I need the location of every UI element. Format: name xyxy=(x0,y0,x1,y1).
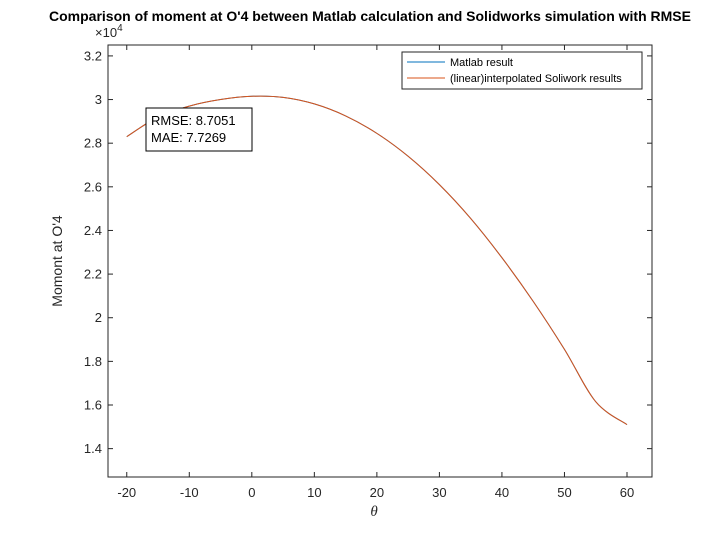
x-tick-label: 0 xyxy=(248,485,255,500)
legend-box xyxy=(401,51,643,90)
legend-label-matlab: Matlab result xyxy=(450,57,513,69)
x-tick-label: -20 xyxy=(117,485,136,500)
x-tick-label: 10 xyxy=(307,485,321,500)
x-tick-label: -10 xyxy=(180,485,199,500)
annotation-box-border xyxy=(145,107,253,152)
y-axis-exponent-base: ×10 xyxy=(95,25,117,40)
x-tick-label: 30 xyxy=(432,485,446,500)
series-layer xyxy=(126,95,628,426)
y-tick-label: 2.2 xyxy=(84,267,102,282)
y-axis-exponent: ×104 xyxy=(95,23,123,40)
y-axis: 1.4 1.6 1.8 2 2.2 2.4 2.6 2.8 3 3.2 xyxy=(84,48,652,456)
y-tick-label: 3 xyxy=(95,92,102,107)
annotation-rmse: RMSE: 8.7051 xyxy=(151,113,236,128)
y-tick-label: 2.8 xyxy=(84,136,102,151)
error-annotation: RMSE: 8.7051 MAE: 7.7269 xyxy=(145,107,253,152)
legend-label-solidworks: (linear)interpolated Soliwork results xyxy=(450,73,622,85)
x-tick-label: 60 xyxy=(620,485,634,500)
y-tick-label: 1.6 xyxy=(84,398,102,413)
annotation-mae: MAE: 7.7269 xyxy=(151,130,226,145)
x-axis-label: θ xyxy=(370,504,378,520)
y-axis-label: Momont at O'4 xyxy=(49,215,65,307)
y-tick-label: 2.4 xyxy=(84,223,102,238)
y-axis-exponent-power: 4 xyxy=(117,23,123,34)
y-tick-label: 1.4 xyxy=(84,441,102,456)
y-tick-label: 1.8 xyxy=(84,354,102,369)
x-tick-label: 20 xyxy=(370,485,384,500)
y-tick-label: 2 xyxy=(95,310,102,325)
x-tick-label: 50 xyxy=(557,485,571,500)
y-tick-label: 2.6 xyxy=(84,179,102,194)
legend[interactable]: Matlab result (linear)interpolated Soliw… xyxy=(401,51,643,90)
y-tick-label: 3.2 xyxy=(84,48,102,63)
chart-title: Comparison of moment at O'4 between Matl… xyxy=(49,8,691,24)
series-line-solidworks xyxy=(126,95,628,426)
x-tick-label: 40 xyxy=(495,485,509,500)
x-axis: -20 -10 0 10 20 30 40 50 60 xyxy=(117,45,634,500)
